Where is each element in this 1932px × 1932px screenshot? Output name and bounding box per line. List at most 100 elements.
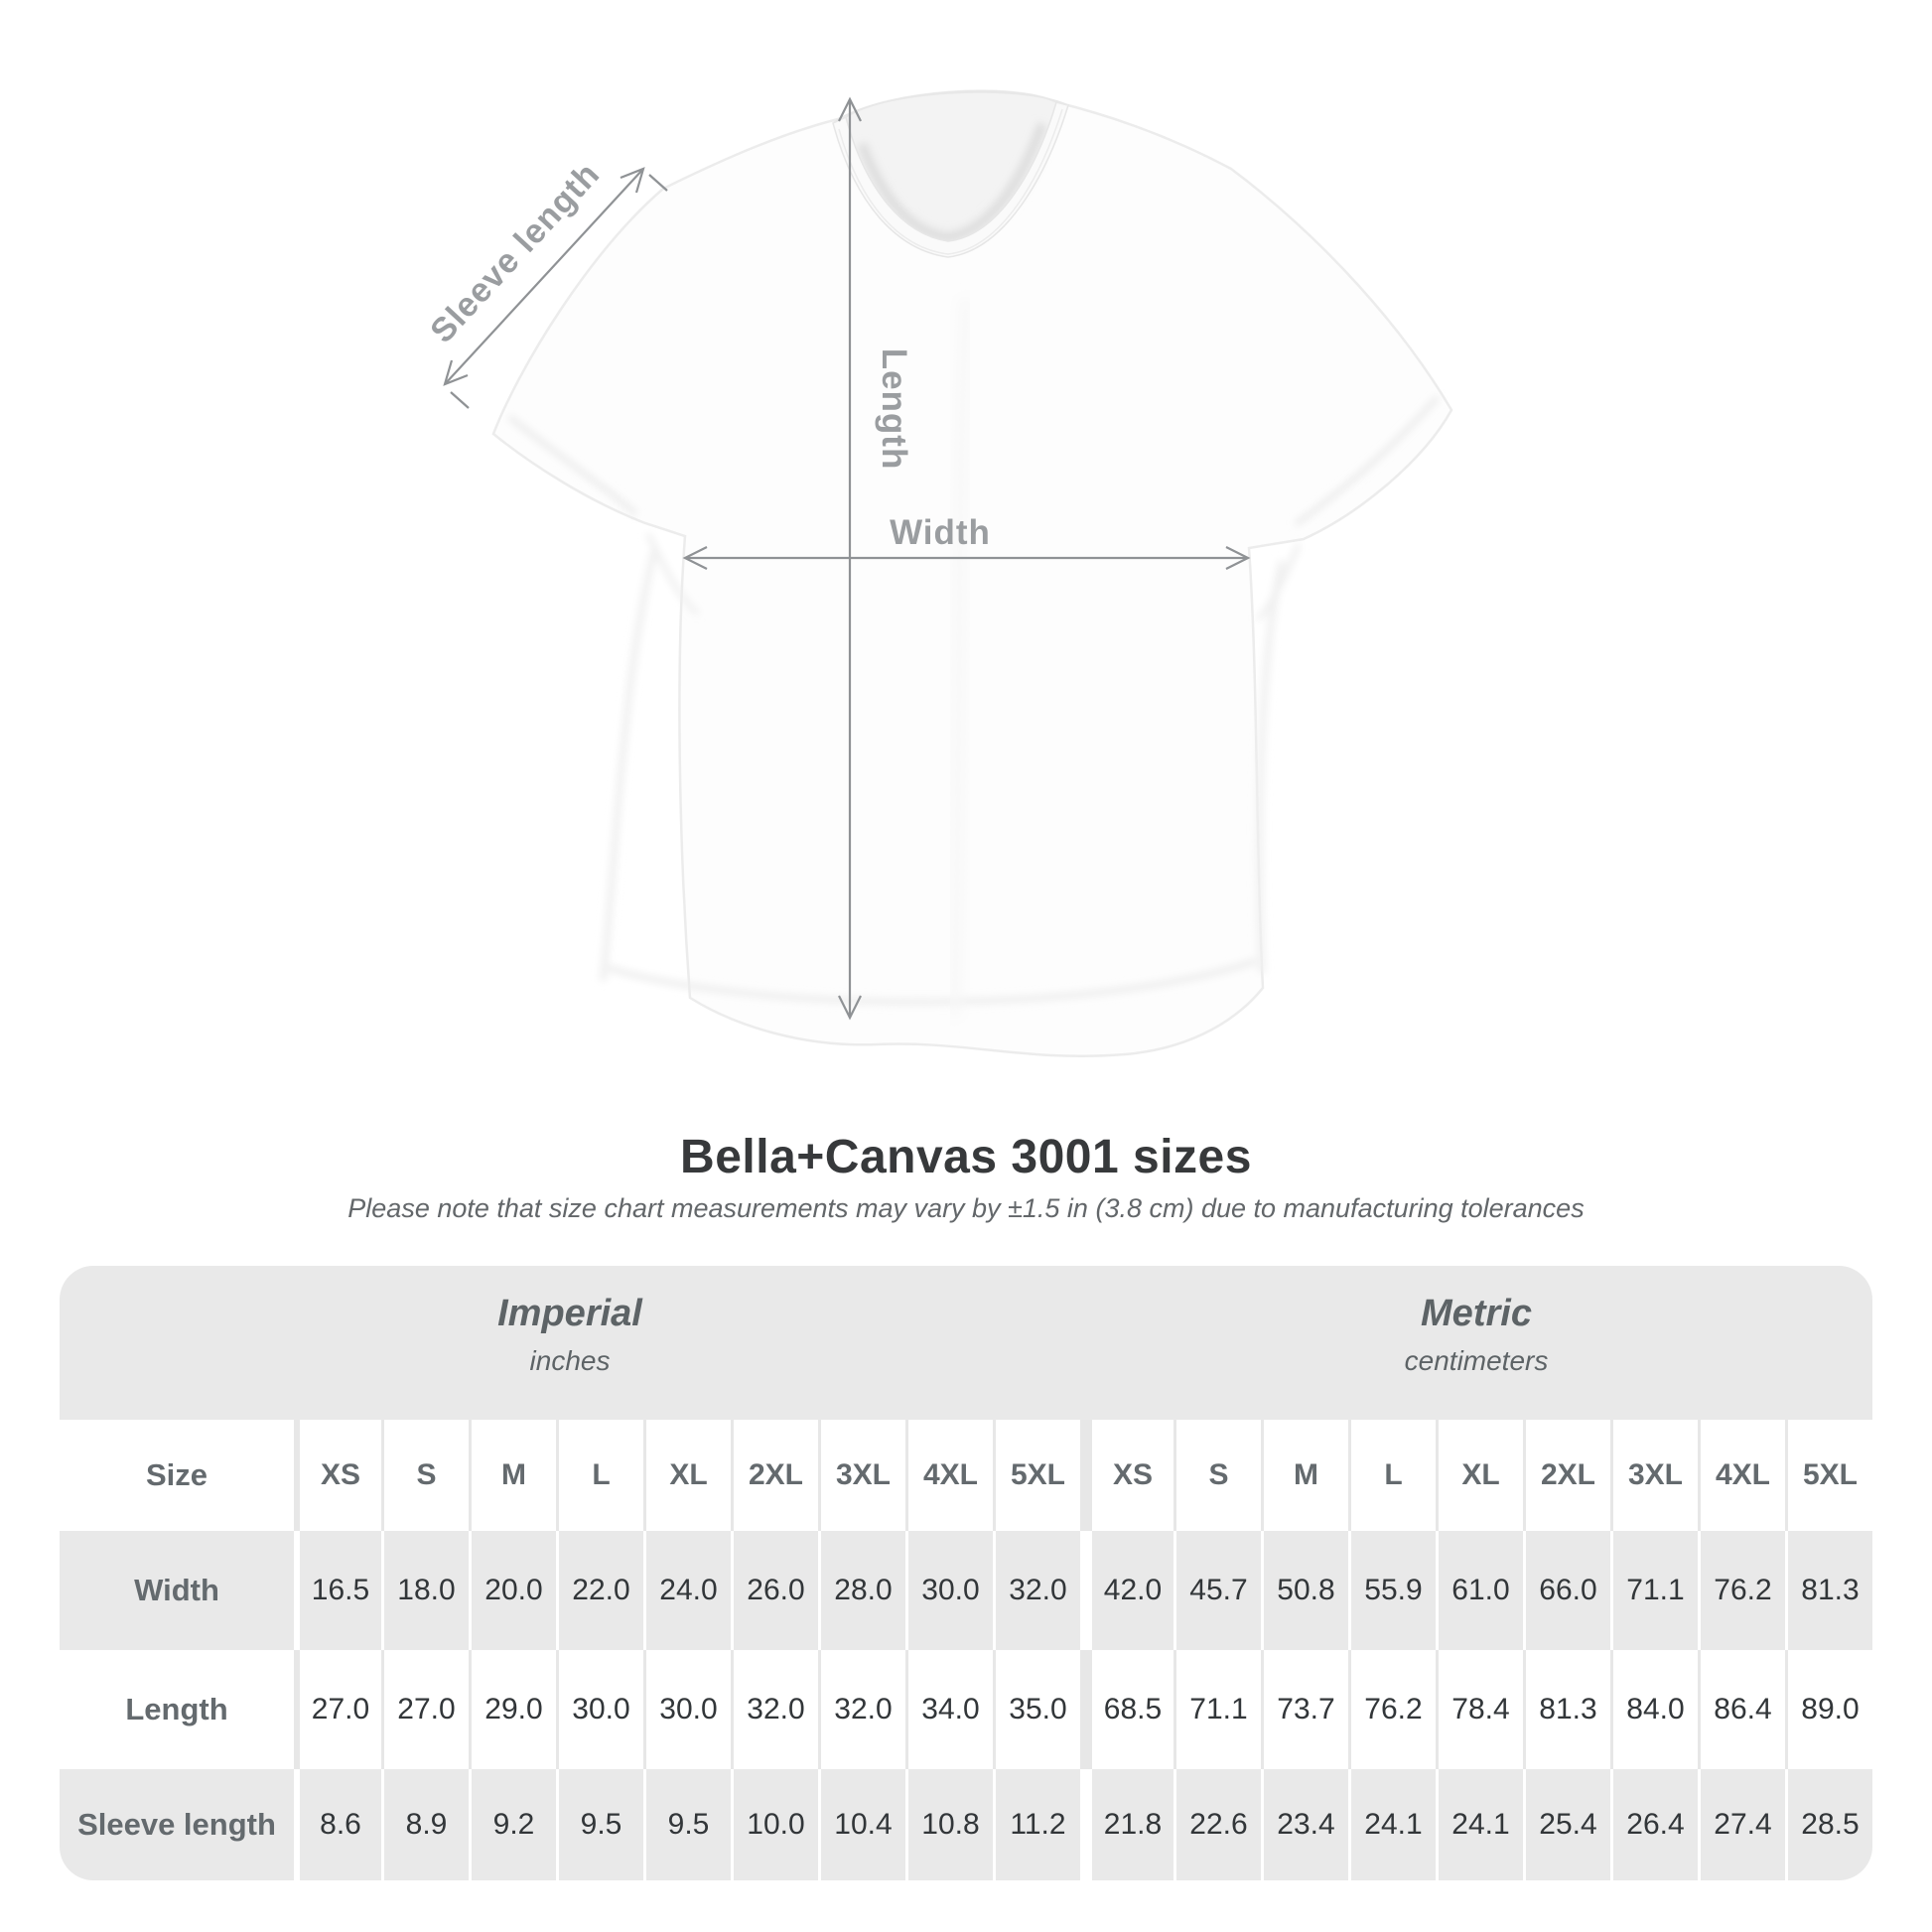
size-col-header: S bbox=[381, 1420, 469, 1531]
value-cell-imperial: 27.0 bbox=[381, 1650, 469, 1769]
value-cell-metric: 61.0 bbox=[1436, 1531, 1523, 1650]
value-cell-imperial: 9.2 bbox=[469, 1769, 556, 1880]
value-cell-imperial: 35.0 bbox=[993, 1650, 1080, 1769]
value-cell-metric: 50.8 bbox=[1261, 1531, 1348, 1650]
value-cell-metric: 28.5 bbox=[1785, 1769, 1872, 1880]
value-cell-metric: 84.0 bbox=[1610, 1650, 1698, 1769]
value-cell-metric: 24.1 bbox=[1348, 1769, 1436, 1880]
value-cell-metric: 26.4 bbox=[1610, 1769, 1698, 1880]
measurement-annotations bbox=[443, 96, 1251, 1021]
size-col-header: 4XL bbox=[1698, 1420, 1785, 1531]
value-cell-imperial: 30.0 bbox=[905, 1531, 993, 1650]
group-divider bbox=[1080, 1531, 1086, 1650]
tshirt-body-shape bbox=[491, 89, 1453, 1057]
width-label: Width bbox=[890, 513, 991, 552]
value-cell-imperial: 30.0 bbox=[556, 1650, 643, 1769]
table-row: Sleeve length 8.6 8.9 9.2 9.5 9.5 10.0 10.4 10.8… bbox=[60, 1769, 1872, 1880]
size-col-header: XS bbox=[1086, 1420, 1173, 1531]
page-title: Bella+Canvas 3001 sizes bbox=[680, 1131, 1252, 1183]
row-label: Sleeve length bbox=[77, 1807, 276, 1842]
value-cell-metric: 27.4 bbox=[1698, 1769, 1785, 1880]
collar-back-band bbox=[832, 89, 1069, 124]
size-col-header: 2XL bbox=[1523, 1420, 1610, 1531]
size-col-header: XL bbox=[1436, 1420, 1523, 1531]
value-cell-imperial: 34.0 bbox=[905, 1650, 993, 1769]
size-col-header: 2XL bbox=[731, 1420, 818, 1531]
value-cell-imperial: 30.0 bbox=[643, 1650, 731, 1769]
tshirt-center-crease bbox=[948, 297, 972, 1019]
collar-inner-shadow bbox=[857, 122, 1047, 243]
value-cell-metric: 86.4 bbox=[1698, 1650, 1785, 1769]
size-col-header: S bbox=[1173, 1420, 1261, 1531]
value-cell-metric: 25.4 bbox=[1523, 1769, 1610, 1880]
value-cell-metric: 81.3 bbox=[1785, 1531, 1872, 1650]
value-cell-metric: 24.1 bbox=[1436, 1769, 1523, 1880]
value-cell-metric: 45.7 bbox=[1173, 1531, 1261, 1650]
collar-stitch-line bbox=[838, 108, 1063, 255]
value-cell-imperial: 32.0 bbox=[731, 1650, 818, 1769]
size-col-header: 5XL bbox=[993, 1420, 1080, 1531]
size-col-header: L bbox=[556, 1420, 643, 1531]
size-col-header: 5XL bbox=[1785, 1420, 1872, 1531]
length-label: Length bbox=[875, 348, 913, 471]
value-cell-imperial: 10.4 bbox=[818, 1769, 905, 1880]
size-col-header: L bbox=[1348, 1420, 1436, 1531]
value-cell-imperial: 27.0 bbox=[294, 1650, 381, 1769]
value-cell-metric: 66.0 bbox=[1523, 1531, 1610, 1650]
corner-cell: Size bbox=[145, 1457, 208, 1492]
value-cell-metric: 22.6 bbox=[1173, 1769, 1261, 1880]
size-col-header: 3XL bbox=[1610, 1420, 1698, 1531]
value-cell-metric: 21.8 bbox=[1086, 1769, 1173, 1880]
value-cell-imperial: 32.0 bbox=[993, 1531, 1080, 1650]
value-cell-imperial: 16.5 bbox=[294, 1531, 381, 1650]
tshirt-graphic bbox=[491, 89, 1453, 1057]
value-cell-metric: 23.4 bbox=[1261, 1769, 1348, 1880]
witness-tick-cuff bbox=[450, 391, 470, 409]
value-cell-imperial: 32.0 bbox=[818, 1650, 905, 1769]
value-cell-metric: 71.1 bbox=[1610, 1531, 1698, 1650]
value-cell-imperial: 8.6 bbox=[294, 1769, 381, 1880]
group-divider bbox=[1080, 1650, 1086, 1769]
tshirt-measurement-figure: Sleeve length Length Width bbox=[423, 89, 1453, 1057]
value-cell-metric: 76.2 bbox=[1698, 1531, 1785, 1650]
table-row: Width 16.5 18.0 20.0 22.0 24.0 26.0 28.0 30.0 32.… bbox=[60, 1531, 1872, 1650]
size-col-header: M bbox=[469, 1420, 556, 1531]
value-cell-metric: 42.0 bbox=[1086, 1531, 1173, 1650]
value-cell-metric: 55.9 bbox=[1348, 1531, 1436, 1650]
size-table: Imperial inches Metric centimeters Size X… bbox=[60, 1266, 1872, 1880]
value-cell-imperial: 18.0 bbox=[381, 1531, 469, 1650]
metric-label: Metric bbox=[1421, 1293, 1532, 1334]
size-col-header: 4XL bbox=[905, 1420, 993, 1531]
tshirt-collar bbox=[832, 89, 1069, 258]
value-cell-imperial: 11.2 bbox=[993, 1769, 1080, 1880]
value-cell-metric: 76.2 bbox=[1348, 1650, 1436, 1769]
metric-unit: centimeters bbox=[1404, 1345, 1549, 1376]
unit-group-metric: Metric centimeters bbox=[1080, 1266, 1872, 1412]
value-cell-metric: 71.1 bbox=[1173, 1650, 1261, 1769]
row-label: Width bbox=[134, 1573, 219, 1607]
imperial-label: Imperial bbox=[497, 1293, 642, 1334]
table-row: Size XS S M L XL 2XL 3XL 4XL 5XL XS S M L XL 2XL 3XL 4XL 5… bbox=[60, 1420, 1872, 1531]
value-cell-imperial: 10.8 bbox=[905, 1769, 993, 1880]
value-cell-imperial: 9.5 bbox=[643, 1769, 731, 1880]
value-cell-metric: 68.5 bbox=[1086, 1650, 1173, 1769]
width-arrow bbox=[682, 546, 1251, 570]
unit-group-imperial: Imperial inches bbox=[60, 1266, 1080, 1412]
value-cell-metric: 81.3 bbox=[1523, 1650, 1610, 1769]
value-cell-metric: 78.4 bbox=[1436, 1650, 1523, 1769]
size-table-rows: Size XS S M L XL 2XL 3XL 4XL 5XL XS S M L XL 2XL 3XL 4XL 5… bbox=[60, 1420, 1872, 1880]
size-col-header: XL bbox=[643, 1420, 731, 1531]
value-cell-imperial: 24.0 bbox=[643, 1531, 731, 1650]
size-col-header: M bbox=[1261, 1420, 1348, 1531]
value-cell-metric: 73.7 bbox=[1261, 1650, 1348, 1769]
unit-band: Imperial inches Metric centimeters bbox=[60, 1266, 1872, 1420]
value-cell-imperial: 28.0 bbox=[818, 1531, 905, 1650]
value-cell-imperial: 10.0 bbox=[731, 1769, 818, 1880]
witness-tick-shoulder bbox=[648, 174, 668, 192]
value-cell-imperial: 26.0 bbox=[731, 1531, 818, 1650]
page-subtitle: Please note that size chart measurements… bbox=[347, 1193, 1585, 1223]
imperial-unit: inches bbox=[529, 1345, 611, 1376]
table-row: Length 27.0 27.0 29.0 30.0 30.0 32.0 32.0 34.0 35… bbox=[60, 1650, 1872, 1769]
value-cell-metric: 89.0 bbox=[1785, 1650, 1872, 1769]
